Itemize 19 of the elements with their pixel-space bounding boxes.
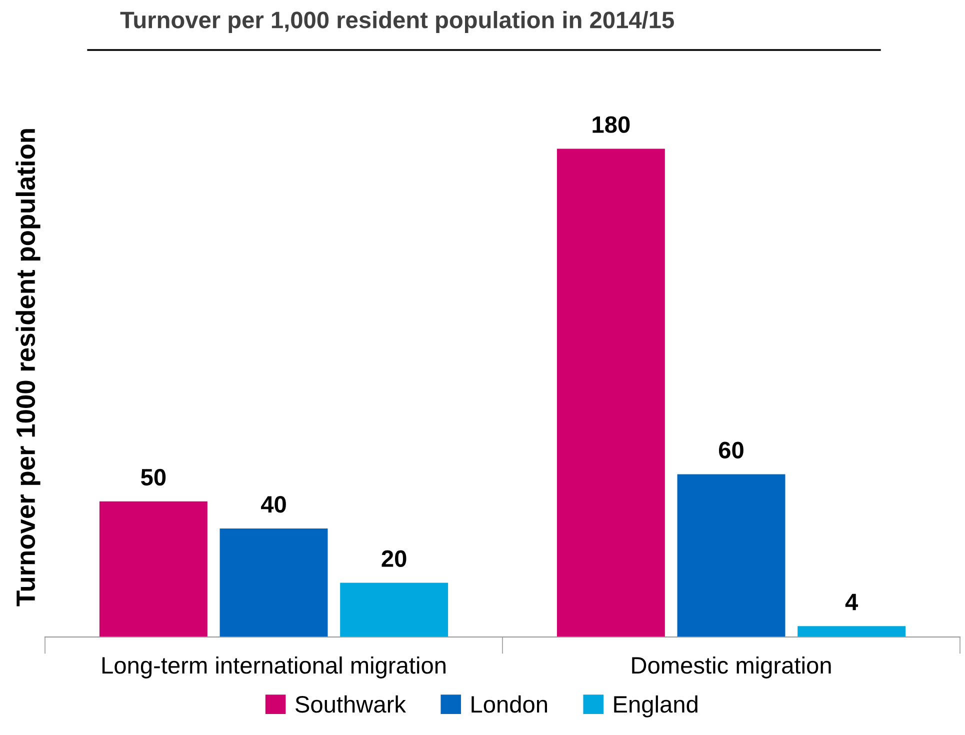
bar (99, 501, 208, 637)
legend-label: London (472, 695, 547, 713)
data-label: 20 (382, 550, 406, 567)
x-tick-label: Long-term international migration (102, 656, 446, 678)
bar (798, 626, 906, 637)
bar (340, 582, 448, 637)
chart-title: Turnover per 1,000 resident population in 2014/15 (120, 10, 674, 34)
bar (220, 528, 328, 637)
legend-label: England (614, 695, 698, 718)
bar (677, 474, 786, 637)
legend-label: Southwark (296, 695, 406, 713)
data-label: 40 (260, 496, 286, 513)
y-axis-title: Turnover per 1000 resident population (16, 129, 40, 606)
data-label: 4 (845, 594, 858, 610)
data-label: 50 (141, 468, 166, 486)
data-label: 60 (718, 442, 744, 458)
data-label: 180 (592, 116, 630, 133)
bar (556, 148, 665, 637)
x-tick-label: Domestic migration (632, 656, 831, 678)
